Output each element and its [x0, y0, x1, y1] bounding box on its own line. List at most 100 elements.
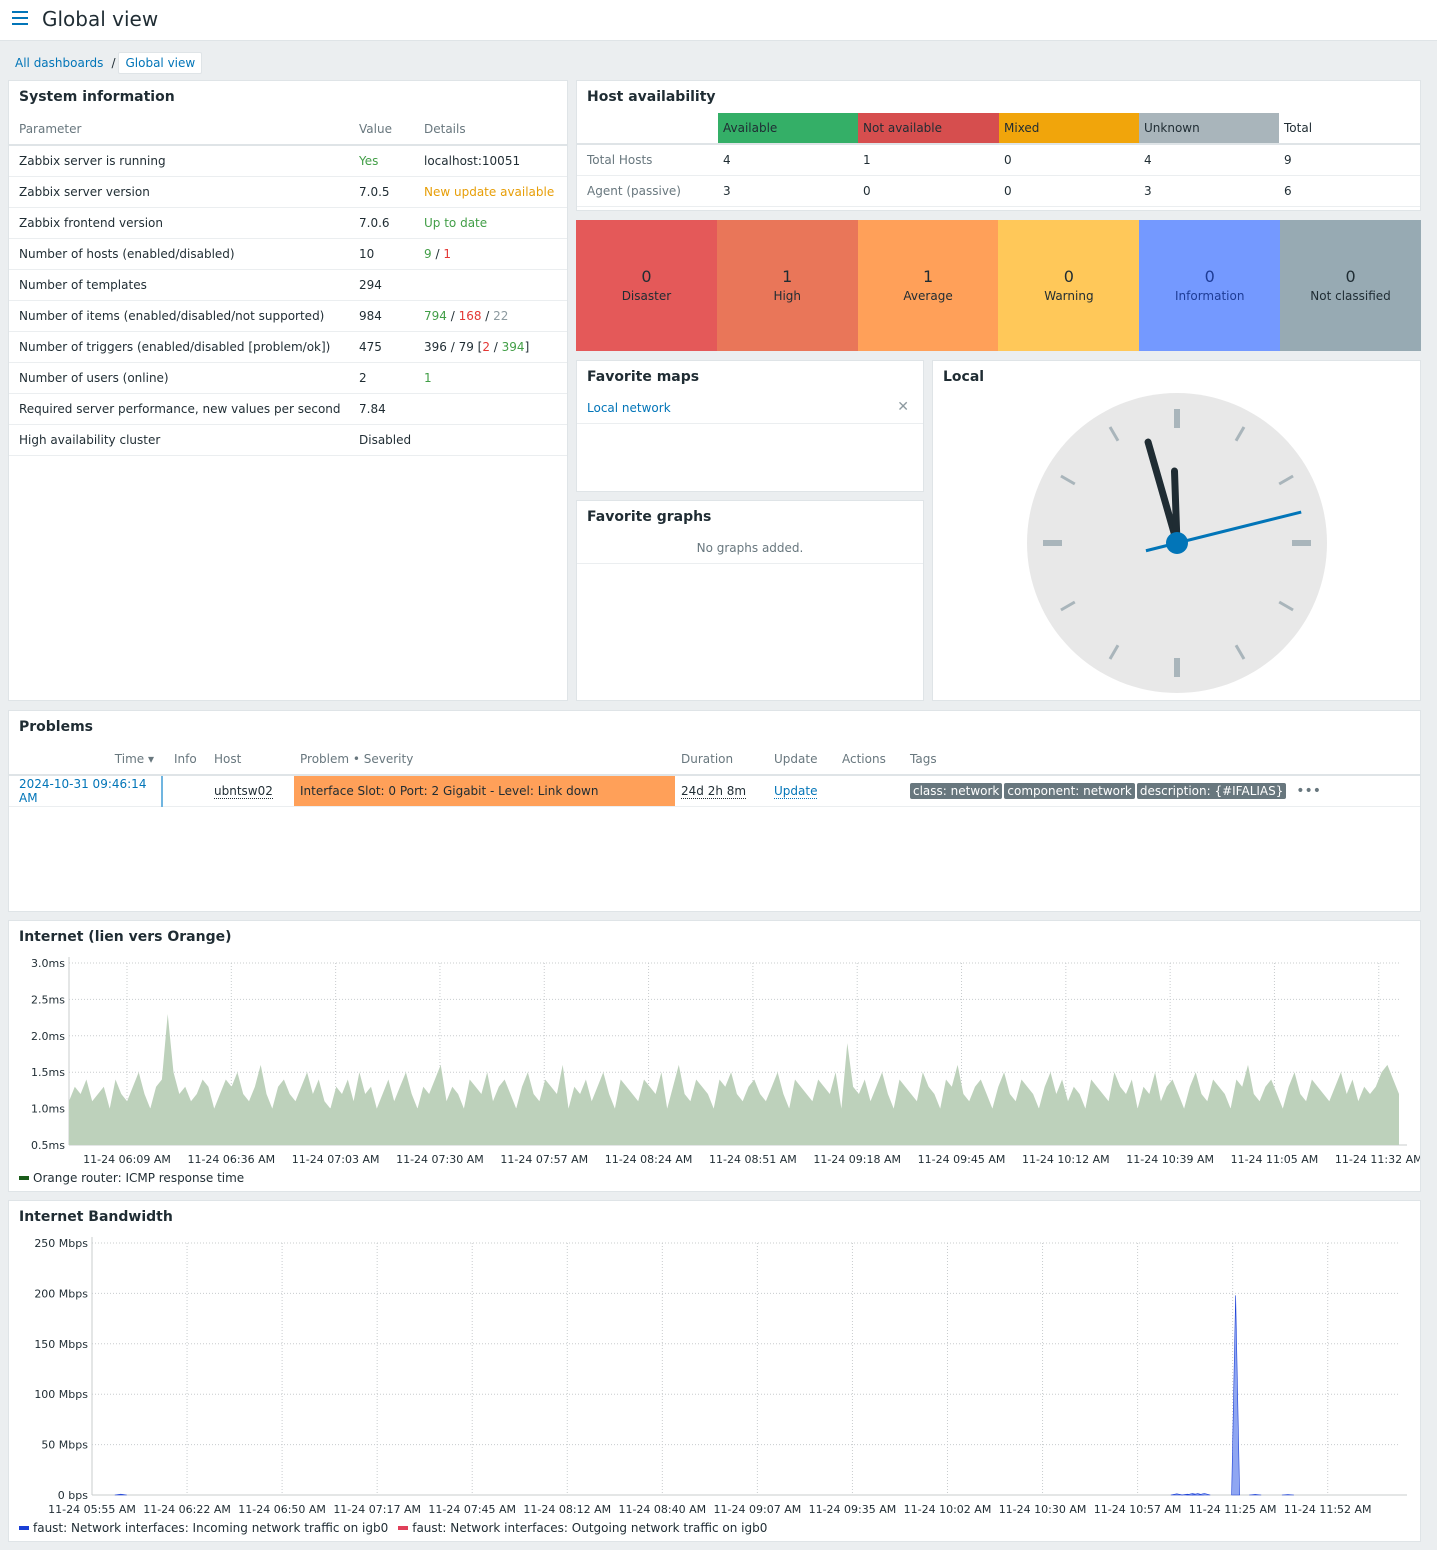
legend-label: faust: Network interfaces: Incoming netw…	[33, 1521, 389, 1535]
severity-information[interactable]: 0 Information	[1139, 220, 1281, 351]
widget-title: Host availability	[587, 89, 716, 105]
param-cell: Number of templates	[9, 269, 349, 301]
more-tags-icon[interactable]: •••	[1296, 782, 1321, 799]
col-update: Update	[768, 743, 836, 776]
x-tick-label: 11-24 09:18 AM	[813, 1153, 901, 1166]
x-tick-label: 11-24 11:32 AM	[1335, 1153, 1420, 1166]
table-row: Total Hosts 4 1 0 4 9	[577, 144, 1420, 176]
table-row: Number of items (enabled/disabled/not su…	[9, 300, 567, 332]
tag[interactable]: description: {#IFALIAS}	[1136, 782, 1287, 799]
x-tick-label: 11-24 09:35 AM	[809, 1503, 897, 1516]
param-cell: Number of users (online)	[9, 362, 349, 394]
severity-warning[interactable]: 0 Warning	[998, 220, 1140, 351]
widget-title: Internet Bandwidth	[19, 1209, 173, 1225]
tag[interactable]: class: network	[910, 782, 1003, 799]
legend-label: Orange router: ICMP response time	[33, 1171, 245, 1185]
col-time[interactable]: Time ▾	[9, 743, 162, 776]
divider	[577, 563, 923, 564]
x-tick-label: 11-24 08:40 AM	[618, 1503, 706, 1516]
y-tick-label: 0 bps	[58, 1489, 88, 1502]
x-tick-label: 11-24 09:07 AM	[714, 1503, 802, 1516]
breadcrumb-current[interactable]: Global view	[118, 52, 203, 74]
duration-value[interactable]: 24d 2h 8m	[681, 783, 747, 799]
table-row: Number of hosts (enabled/disabled) 10 9 …	[9, 238, 567, 270]
host-cell: ubntsw02	[208, 775, 294, 806]
x-tick-label: 11-24 08:51 AM	[709, 1153, 797, 1166]
disabled-count: 168	[458, 308, 482, 323]
table-row: Zabbix server is running Yes localhost:1…	[9, 145, 567, 177]
table-row: High availability cluster Disabled	[9, 424, 567, 456]
value-cell: 0	[999, 175, 1139, 207]
update-cell: Update	[768, 775, 836, 806]
col-available: Available	[718, 113, 858, 145]
value-cell: 7.0.6	[349, 207, 414, 239]
severity-label: Warning	[1044, 288, 1094, 303]
table-row: Zabbix server version 7.0.5 New update a…	[9, 176, 567, 208]
widget-title: System information	[19, 89, 175, 105]
favorite-maps-widget: Favorite maps Local network ✕	[576, 360, 924, 492]
not-supported-count: 22	[493, 308, 509, 323]
trigger-counts: 396 / 79 [	[424, 339, 483, 354]
clock-tick	[1108, 644, 1120, 660]
problem-cell[interactable]: Interface Slot: 0 Port: 2 Gigabit - Leve…	[294, 775, 675, 806]
value-cell: 475	[349, 331, 414, 363]
details-cell: 396 / 79 [2 / 394]	[414, 331, 567, 363]
severity-count: 1	[782, 266, 793, 286]
col-duration: Duration	[675, 743, 768, 776]
series-peak	[1198, 1493, 1211, 1496]
table-row: Number of templates 294	[9, 269, 567, 301]
host-availability-table: Available Not available Mixed Unknown To…	[577, 113, 1420, 207]
disabled-count: 1	[443, 246, 451, 261]
breadcrumb-all-dashboards[interactable]: All dashboards	[15, 56, 104, 70]
x-tick-label: 11-24 11:05 AM	[1231, 1153, 1319, 1166]
y-tick-label: 150 Mbps	[34, 1338, 88, 1351]
value-cell: Yes	[349, 145, 414, 177]
remove-favorite-icon[interactable]: ✕	[897, 399, 909, 415]
favorite-map-link[interactable]: Local network	[587, 401, 671, 415]
bandwidth-chart[interactable]: 250 Mbps 200 Mbps 150 Mbps 100 Mbps 50 Mbps 0…	[9, 1201, 1420, 1541]
icmp-response-chart[interactable]: 3.0ms 2.5ms 2.0ms 1.5ms 1.0ms 0.5ms 11-24 06:0…	[9, 921, 1420, 1191]
enabled-count: 794	[424, 308, 447, 323]
clock-tick	[1108, 426, 1120, 442]
param-cell: Zabbix server version	[9, 176, 349, 208]
tag[interactable]: component: network	[1004, 782, 1135, 799]
update-link[interactable]: Update	[774, 783, 818, 799]
minute-hand	[1170, 467, 1181, 547]
table-row: Zabbix frontend version 7.0.6 Up to date	[9, 207, 567, 239]
value-cell: 3	[718, 175, 858, 207]
severity-high[interactable]: 1 High	[716, 220, 858, 351]
value-cell: 984	[349, 300, 414, 332]
clock-widget: Local	[932, 360, 1421, 701]
severity-label: Average	[903, 288, 953, 303]
x-tick-label: 11-24 07:57 AM	[500, 1153, 588, 1166]
y-tick-label: 100 Mbps	[34, 1388, 88, 1401]
col-details: Details	[414, 113, 567, 146]
col-not-available: Not available	[858, 113, 999, 145]
series-peak	[1249, 1494, 1262, 1496]
severity-not-classified[interactable]: 0 Not classified	[1280, 220, 1421, 351]
value-cell: 1	[858, 144, 999, 176]
problem-time-link[interactable]: 2024-10-31 09:46:14 AM	[19, 776, 147, 805]
value-cell: 4	[1139, 144, 1279, 176]
col-problem[interactable]: Problem • Severity	[294, 743, 675, 776]
severity-count: 0	[1063, 266, 1074, 286]
menu-icon[interactable]	[12, 11, 28, 25]
series-area	[69, 1014, 1399, 1145]
details-cell: 9 / 1	[414, 238, 567, 270]
y-tick-label: 2.5ms	[31, 993, 65, 1006]
x-tick-label: 11-24 06:50 AM	[238, 1503, 326, 1516]
legend-swatch	[398, 1526, 409, 1530]
actions-cell	[836, 775, 904, 806]
param-cell: Required server performance, new values …	[9, 393, 349, 425]
col-host[interactable]: Host	[208, 743, 294, 776]
enabled-count: 9	[424, 246, 432, 261]
col-tags: Tags	[904, 743, 1420, 776]
col-total: Total	[1279, 113, 1420, 145]
info-cell	[162, 775, 208, 806]
severity-disaster[interactable]: 0 Disaster	[576, 220, 717, 351]
host-link[interactable]: ubntsw02	[214, 783, 273, 799]
x-tick-label: 11-24 10:02 AM	[904, 1503, 992, 1516]
details-cell	[414, 424, 567, 456]
param-cell: Number of triggers (enabled/disabled [pr…	[9, 331, 349, 363]
severity-average[interactable]: 1 Average	[857, 220, 999, 351]
